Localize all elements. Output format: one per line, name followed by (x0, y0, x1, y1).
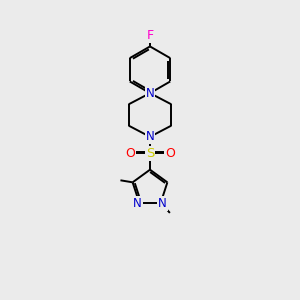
Text: O: O (165, 147, 175, 160)
Text: N: N (146, 130, 154, 143)
Text: N: N (133, 197, 142, 210)
Text: S: S (146, 147, 154, 160)
Text: F: F (146, 29, 154, 42)
Text: N: N (158, 197, 167, 210)
Text: O: O (125, 147, 135, 160)
Text: N: N (146, 87, 154, 100)
